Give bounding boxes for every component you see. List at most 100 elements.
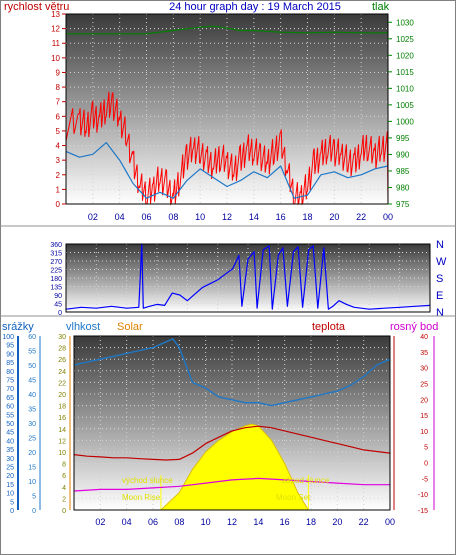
- rain-tick-label: 50: [6, 421, 14, 428]
- wind-average-line: [65, 142, 389, 199]
- direction-tick-label: 45: [54, 302, 62, 309]
- pressure-tick-label: 1025: [396, 35, 414, 44]
- direction-panel: [66, 244, 430, 312]
- solar-tick-label: 20: [58, 392, 66, 399]
- compass-label: E: [436, 290, 443, 302]
- solar-tick-label: 2: [62, 496, 66, 503]
- x-tick-label: 00: [385, 517, 395, 527]
- direction-tick-label: 180: [50, 276, 62, 283]
- wind-tick-label: 6: [56, 112, 61, 121]
- temperature-tick-label: 5: [424, 445, 428, 452]
- solar-tick-label: 24: [58, 369, 66, 376]
- x-tick-label: 00: [383, 212, 393, 222]
- direction-tick-label: 90: [54, 293, 62, 300]
- solar-tick-label: 4: [62, 485, 66, 492]
- pressure-line: [66, 25, 388, 35]
- x-tick-label: 04: [122, 517, 132, 527]
- wind-tick-label: 1: [56, 185, 61, 194]
- solar-tick-label: 12: [58, 438, 66, 445]
- solar-tick-label: 18: [58, 404, 66, 411]
- compass-label: W: [436, 256, 447, 268]
- solar-tick-label: 16: [58, 415, 66, 422]
- temperature-tick-label: 10: [420, 429, 428, 436]
- series-layer: [65, 25, 431, 492]
- sunrise-label: východ slunce: [122, 476, 173, 485]
- x-tick-label: 16: [280, 517, 290, 527]
- wind-tick-label: 5: [56, 127, 61, 136]
- compass-label: N: [436, 239, 444, 251]
- wind-speed-label: rychlost větru: [4, 1, 69, 13]
- solar-tick-label: 30: [58, 334, 66, 341]
- wind-tick-label: 10: [51, 54, 60, 63]
- humidity-tick-label: 40: [28, 392, 36, 399]
- direction-tick-label: 135: [50, 285, 62, 292]
- direction-panel-frame: [65, 243, 431, 313]
- wind-panel-frame: [65, 13, 389, 205]
- rain-tick-label: 100: [2, 334, 14, 341]
- temperature-tick-label: 20: [420, 397, 428, 404]
- direction-tick-label: 360: [50, 242, 62, 249]
- wind-tick-label: 8: [56, 83, 61, 92]
- rain-tick-label: 10: [6, 491, 14, 498]
- solar-tick-label: 26: [58, 357, 66, 364]
- rain-tick-label: 95: [6, 343, 14, 350]
- solar-tick-label: 14: [58, 427, 66, 434]
- x-tick-label: 08: [174, 517, 184, 527]
- solar-tick-label: 10: [58, 450, 66, 457]
- pressure-tick-label: 985: [396, 167, 410, 176]
- x-tick-label: 14: [249, 212, 259, 222]
- chart-title: 24 hour graph day : 19 March 2015: [169, 1, 341, 13]
- humidity-axis-label: vlhkost: [66, 321, 100, 333]
- pressure-tick-label: 1005: [396, 101, 414, 110]
- pressure-label: tlak: [372, 1, 390, 13]
- temperature-tick-label: -5: [422, 476, 428, 483]
- temperature-tick-label: 25: [420, 381, 428, 388]
- x-tick-label: 08: [168, 212, 178, 222]
- rain-tick-label: 90: [6, 351, 14, 358]
- rain-tick-label: 65: [6, 395, 14, 402]
- direction-tick-label: 225: [50, 268, 62, 275]
- wind-tick-label: 2: [56, 171, 61, 180]
- wind-tick-label: 3: [56, 156, 61, 165]
- wind-tick-label: 12: [51, 25, 60, 34]
- temperature-tick-label: -15: [418, 508, 428, 515]
- wind-tick-label: 11: [52, 39, 61, 48]
- humidity-tick-label: 25: [28, 436, 36, 443]
- pressure-tick-label: 990: [396, 150, 410, 159]
- rain-tick-label: 85: [6, 360, 14, 367]
- direction-tick-label: 0: [58, 310, 62, 317]
- x-tick-label: 14: [253, 517, 263, 527]
- solar-tick-label: 0: [62, 508, 66, 515]
- moonset-label: Moon Set: [276, 493, 311, 502]
- solar-tick-label: 6: [62, 473, 66, 480]
- compass-label: S: [436, 273, 443, 285]
- x-tick-label: 20: [329, 212, 339, 222]
- solar-tick-label: 8: [62, 462, 66, 469]
- humidity-tick-label: 50: [28, 363, 36, 370]
- pressure-tick-label: 995: [396, 134, 410, 143]
- wind-direction-line: [65, 243, 431, 310]
- x-tick-label: 18: [306, 517, 316, 527]
- x-tick-label: 06: [141, 212, 151, 222]
- x-tick-label: 02: [95, 517, 105, 527]
- compass-label: N: [436, 307, 444, 319]
- x-tick-label: 22: [356, 212, 366, 222]
- x-tick-label: 16: [276, 212, 286, 222]
- x-tick-label: 12: [222, 212, 232, 222]
- rain-tick-label: 20: [6, 473, 14, 480]
- pressure-tick-label: 1020: [396, 51, 414, 60]
- x-tick-label: 12: [227, 517, 237, 527]
- solar-axis-label: Solar: [117, 321, 143, 333]
- pressure-tick-label: 980: [396, 183, 410, 192]
- wind-tick-label: 0: [56, 200, 61, 209]
- humidity-tick-label: 35: [28, 407, 36, 414]
- pressure-tick-label: 1030: [396, 18, 414, 27]
- direction-tick-label: 315: [50, 251, 62, 258]
- pressure-tick-label: 975: [396, 200, 410, 209]
- moonrise-label: Moon Rise: [122, 493, 161, 502]
- rain-tick-label: 25: [6, 465, 14, 472]
- rain-tick-label: 0: [10, 508, 14, 515]
- x-tick-label: 10: [201, 517, 211, 527]
- humidity-tick-label: 55: [28, 349, 36, 356]
